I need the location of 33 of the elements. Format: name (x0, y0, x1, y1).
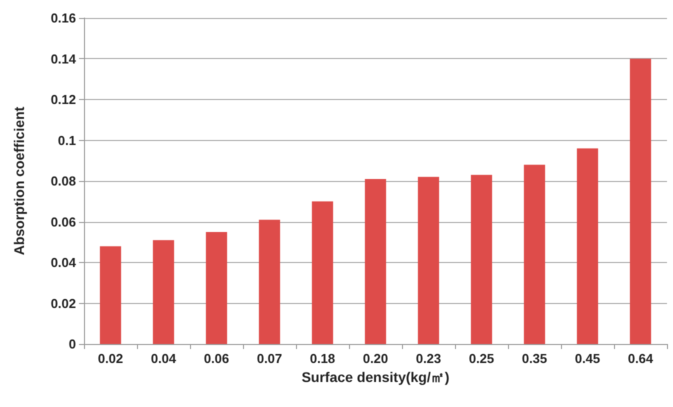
y-tick-label: 0.06 (50, 214, 76, 230)
bar (364, 178, 386, 344)
y-tick-label: 0.04 (50, 255, 77, 270)
x-tick-label: 0.25 (468, 351, 494, 366)
y-axis-title: Absorption coefficient (11, 106, 27, 256)
y-tick-label: 0.08 (50, 174, 76, 188)
bar (524, 164, 546, 344)
x-tick-label: 0.20 (362, 351, 388, 366)
x-tick-label: 0.64 (628, 351, 654, 366)
bar (152, 240, 174, 344)
bar (470, 174, 492, 344)
x-axis-title: Surface density(kg/㎡) (302, 369, 450, 385)
bar (418, 176, 440, 344)
x-tick-label: 0.04 (150, 351, 177, 366)
y-tick-label: 0.02 (50, 296, 76, 311)
bar (312, 201, 334, 344)
bar (630, 58, 652, 344)
y-tick-label: 0.14 (50, 51, 77, 66)
x-tick-label: 0.07 (256, 351, 282, 366)
x-tick-label: 0.45 (574, 351, 600, 366)
bar (576, 148, 598, 344)
bar (100, 246, 122, 344)
x-tick-label: 0.02 (98, 351, 124, 366)
bar (258, 220, 280, 344)
y-tick-label: 0.1 (58, 132, 76, 148)
y-tick-label: 0 (68, 336, 76, 352)
bar (206, 232, 228, 344)
x-tick-label: 0.06 (204, 351, 230, 366)
y-tick-label: 0.16 (50, 10, 76, 26)
x-tick-label: 0.23 (416, 351, 442, 366)
y-tick-label: 0.12 (50, 92, 76, 107)
x-tick-label: 0.18 (310, 351, 336, 366)
x-tick-label: 0.35 (522, 351, 548, 366)
